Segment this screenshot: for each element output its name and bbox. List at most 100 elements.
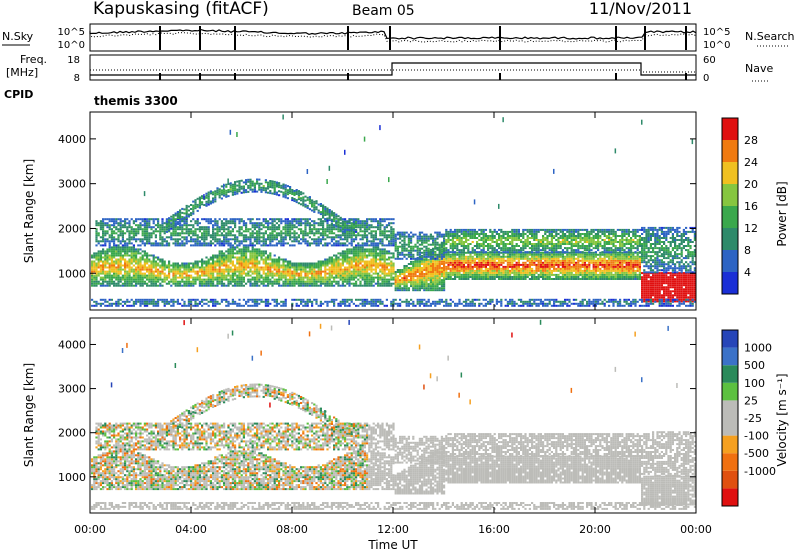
range-gate-cell xyxy=(258,185,260,187)
range-gate-cell xyxy=(364,283,366,285)
range-gate-cell xyxy=(287,283,289,285)
range-gate-cell xyxy=(291,197,293,199)
range-gate-cell xyxy=(256,181,258,183)
range-gate-cell xyxy=(366,283,368,285)
range-gate-cell xyxy=(417,238,419,240)
range-gate-cell xyxy=(164,269,166,271)
range-gate-cell xyxy=(208,232,210,234)
range-gate-cell xyxy=(368,283,370,285)
range-gate-cell xyxy=(203,271,205,273)
range-gate-cell xyxy=(157,242,159,244)
range-gate-cell xyxy=(238,259,240,261)
range-gate-cell xyxy=(298,190,300,192)
range-gate-cell xyxy=(320,271,322,273)
range-gate-cell xyxy=(214,238,216,240)
range-gate-cell xyxy=(425,267,427,269)
range-gate-cell xyxy=(212,263,214,265)
range-gate-cell xyxy=(148,220,150,222)
range-gate-cell xyxy=(249,183,251,185)
range-gate-cell xyxy=(425,265,427,267)
range-gate-cell xyxy=(194,228,196,230)
range-gate-cell xyxy=(271,230,273,232)
range-gate-cell xyxy=(441,234,443,236)
range-gate-cell xyxy=(439,244,441,246)
range-gate-cell xyxy=(91,305,93,307)
range-gate-cell xyxy=(287,222,289,224)
range-gate-cell xyxy=(293,232,295,234)
range-gate-cell xyxy=(406,254,408,256)
range-gate-cell xyxy=(296,201,298,203)
range-gate-cell xyxy=(410,271,412,273)
range-gate-cell xyxy=(161,259,163,261)
range-gate-cell xyxy=(227,250,229,252)
range-gate-cell xyxy=(214,301,216,303)
range-gate-cell xyxy=(428,283,430,285)
range-gate-cell xyxy=(188,265,190,267)
range-gate-cell xyxy=(443,236,445,238)
range-gate-cell xyxy=(137,299,139,301)
range-gate-cell xyxy=(247,305,249,307)
range-gate-cell xyxy=(183,281,185,283)
range-gate-cell xyxy=(197,204,199,206)
range-gate-cell xyxy=(278,194,280,196)
range-gate-cell xyxy=(287,265,289,267)
range-gate-cell xyxy=(212,226,214,228)
range-gate-cell xyxy=(256,265,258,267)
range-gate-cell xyxy=(388,230,390,232)
range-gate-cell xyxy=(212,193,214,195)
range-gate-cell xyxy=(214,244,216,246)
range-gate-cell xyxy=(337,244,339,246)
range-gate-cell xyxy=(201,305,203,307)
range-gate-cell xyxy=(102,279,104,281)
range-gate-cell xyxy=(115,246,117,248)
range-gate-cell xyxy=(379,299,381,301)
range-gate-cell xyxy=(256,240,258,242)
range-gate-cell xyxy=(423,250,425,252)
range-gate-cell xyxy=(113,244,115,246)
range-gate-cell xyxy=(142,240,144,242)
range-gate-cell xyxy=(377,267,379,269)
range-gate-cell xyxy=(368,252,370,254)
range-gate-cell xyxy=(260,187,262,189)
range-gate-cell xyxy=(313,222,315,224)
range-gate-cell xyxy=(208,273,210,275)
range-gate-cell xyxy=(362,246,364,248)
range-gate-cell xyxy=(399,305,401,307)
range-gate-cell xyxy=(285,285,287,287)
range-gate-cell xyxy=(318,238,320,240)
range-gate-cell xyxy=(331,219,333,221)
range-gate-cell xyxy=(353,259,355,261)
range-gate-cell xyxy=(434,238,436,240)
range-gate-cell xyxy=(307,267,309,269)
range-gate-cell xyxy=(183,265,185,267)
range-gate-cell xyxy=(324,261,326,263)
range-gate-cell xyxy=(126,244,128,246)
range-gate-cell xyxy=(177,267,179,269)
range-gate-cell xyxy=(210,267,212,269)
range-gate-cell xyxy=(326,277,328,279)
range-gate-cell xyxy=(225,238,227,240)
range-gate-cell xyxy=(397,271,399,273)
range-gate-cell xyxy=(445,251,447,253)
range-gate-cell xyxy=(410,232,412,234)
range-gate-cell xyxy=(406,285,408,287)
range-gate-cell xyxy=(168,265,170,267)
range-gate-cell xyxy=(337,242,339,244)
range-gate-cell xyxy=(263,301,265,303)
range-gate-cell xyxy=(287,242,289,244)
range-gate-cell xyxy=(216,275,218,277)
range-gate-cell xyxy=(252,226,254,228)
range-gate-cell xyxy=(128,255,130,257)
range-gate-cell xyxy=(91,299,93,301)
range-gate-cell xyxy=(177,228,179,230)
range-gate-cell xyxy=(142,230,144,232)
range-gate-cell xyxy=(276,261,278,263)
range-gate-cell xyxy=(326,210,328,212)
range-gate-cell xyxy=(406,236,408,238)
range-gate-cell xyxy=(331,283,333,285)
range-gate-cell xyxy=(392,269,394,271)
range-gate-cell xyxy=(280,240,282,242)
range-gate-cell xyxy=(388,271,390,273)
range-gate-cell xyxy=(135,275,137,277)
range-gate-cell xyxy=(322,215,324,217)
